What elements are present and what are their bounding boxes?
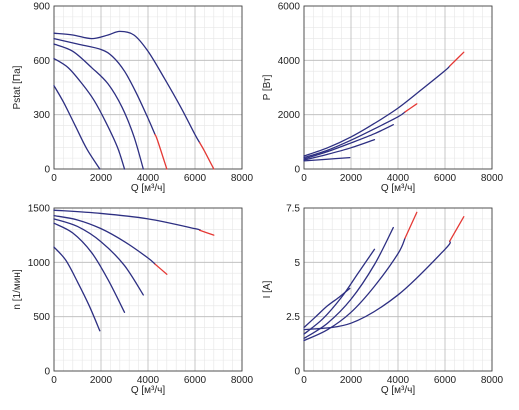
series-line-5 — [303, 240, 451, 331]
power-chart: 0 2000 4000 6000 8000 0 2000 4000 6000 Q [м³/ч] P … — [262, 2, 504, 195]
x-tick-label: 0 — [301, 173, 307, 184]
plot-frame — [53, 207, 243, 372]
series-line-2 — [303, 139, 376, 161]
series-curves — [53, 30, 215, 170]
x-tick-label: 4000 — [137, 375, 160, 386]
x-axis-label: Q [м³/ч] — [381, 385, 416, 396]
y-tick-label: 1000 — [28, 258, 51, 269]
x-tick-label: 6000 — [184, 173, 207, 184]
y-tick-label: 300 — [33, 110, 50, 121]
current-chart: 0 2000 4000 6000 8000 0 2.5 5 7.5 Q [м³/ч] I [A] — [262, 204, 504, 397]
y-axis-label: I [A] — [262, 280, 273, 298]
series-line-5 — [303, 65, 451, 157]
y-tick-label: 2.5 — [286, 312, 300, 323]
series-line-3 — [53, 218, 144, 296]
series-line-4-overload — [404, 103, 418, 113]
x-tick-label: 0 — [51, 173, 57, 184]
x-axis-label: Q [м³/ч] — [381, 183, 416, 194]
grid — [303, 5, 493, 170]
series-line-3 — [53, 43, 144, 170]
series-curves — [303, 211, 465, 342]
x-tick-label: 8000 — [231, 375, 254, 386]
series-line-4-overload — [154, 263, 168, 275]
x-tick-label: 8000 — [481, 375, 504, 386]
x-tick-label: 6000 — [184, 375, 207, 386]
series-line-5-overload — [199, 142, 215, 170]
series-line-1 — [303, 156, 351, 162]
series-line-1 — [53, 246, 101, 332]
series-line-3 — [303, 226, 394, 340]
x-tick-label: 2000 — [90, 375, 113, 386]
series-line-4 — [303, 237, 406, 342]
y-tick-label: 2000 — [278, 110, 301, 121]
y-axis-label: Pstat [Па] — [12, 65, 23, 109]
y-tick-label: 0 — [294, 165, 300, 176]
y-tick-label: 0 — [44, 367, 50, 378]
y-tick-label: 7.5 — [286, 204, 300, 215]
series-line-2 — [303, 248, 376, 335]
series-line-2 — [53, 57, 126, 170]
x-axis-label: Q [м³/ч] — [131, 385, 166, 396]
x-tick-label: 6000 — [434, 173, 457, 184]
x-tick-label: 2000 — [340, 375, 363, 386]
series-line-4-overload — [154, 133, 168, 170]
y-tick-label: 5 — [294, 258, 300, 269]
series-line-4 — [303, 111, 406, 159]
x-tick-label: 8000 — [481, 173, 504, 184]
x-tick-label: 0 — [51, 375, 57, 386]
y-tick-label: 4000 — [278, 56, 301, 67]
y-axis-label: n [1/мин] — [12, 269, 23, 309]
x-tick-label: 2000 — [90, 173, 113, 184]
series-line-2 — [53, 222, 126, 313]
x-axis-label: Q [м³/ч] — [131, 183, 166, 194]
plot-frame — [53, 5, 243, 170]
series-line-3 — [303, 124, 394, 160]
x-tick-label: 2000 — [340, 173, 363, 184]
pressure-chart: 0 2000 4000 6000 8000 0 300 600 900 Q [м³/ч] Pstat… — [12, 2, 254, 195]
series-line-1 — [303, 287, 351, 329]
series-line-4 — [53, 37, 156, 136]
series-curves — [303, 51, 465, 162]
y-tick-label: 0 — [294, 367, 300, 378]
x-tick-label: 0 — [301, 375, 307, 386]
plot-frame — [303, 5, 493, 170]
speed-chart: 0 2000 4000 6000 8000 0 500 1000 1500 Q [м³/ч] n [… — [12, 204, 254, 397]
grid — [53, 5, 243, 170]
series-line-5 — [53, 209, 201, 231]
grid — [303, 207, 493, 372]
series-line-5-overload — [449, 51, 465, 67]
series-line-5-overload — [449, 216, 465, 242]
series-line-5-overload — [199, 229, 215, 236]
series-curves — [53, 209, 215, 332]
y-tick-label: 1500 — [28, 204, 51, 215]
y-tick-label: 6000 — [278, 2, 301, 13]
series-line-5 — [53, 30, 201, 144]
plot-frame — [303, 207, 493, 372]
x-tick-label: 8000 — [231, 173, 254, 184]
y-tick-label: 900 — [33, 2, 50, 13]
grid — [53, 207, 243, 372]
y-tick-label: 600 — [33, 56, 50, 67]
x-tick-label: 6000 — [434, 375, 457, 386]
series-line-1 — [53, 85, 101, 170]
y-tick-label: 500 — [33, 312, 50, 323]
y-tick-label: 0 — [44, 165, 50, 176]
x-tick-label: 4000 — [387, 375, 410, 386]
x-tick-label: 4000 — [137, 173, 160, 184]
x-tick-label: 4000 — [387, 173, 410, 184]
series-line-4 — [53, 214, 156, 265]
series-line-4-overload — [404, 211, 418, 239]
y-axis-label: P [Вт] — [262, 74, 273, 100]
